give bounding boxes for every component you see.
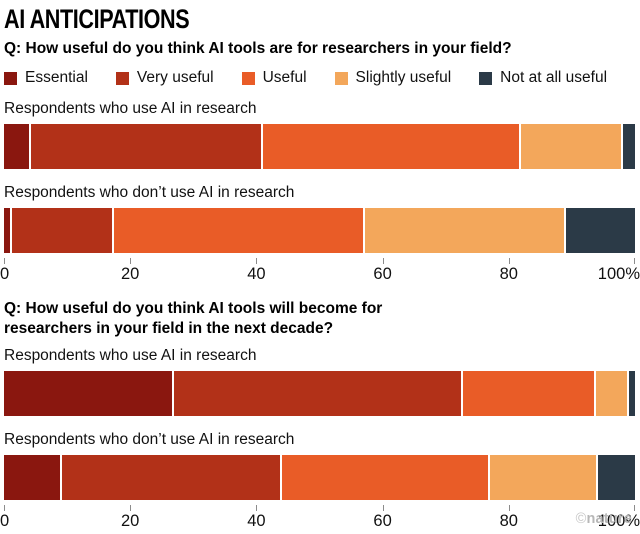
copyright-icon: © [575,511,587,527]
bar-segment-essential [4,124,29,170]
axis-tick-label: 100% [597,265,640,284]
legend-swatch-icon [4,71,17,85]
bar-segment-essential [4,371,173,417]
legend: Essential Very useful Useful Slightly usefu… [4,69,635,87]
axis-tick [256,258,258,265]
bar-segment-slightly-useful [595,371,627,417]
bar-segment-not-at-all-useful [597,455,635,501]
axis-tick [634,505,635,512]
x-axis: 0 20 40 60 80 100% [0,258,640,285]
nature-wordmark: nature [586,511,632,527]
axis-tick [130,258,132,265]
bar-segment-very-useful [62,455,281,501]
stacked-bar [4,455,635,501]
legend-swatch-icon [241,71,255,85]
axis-tick-label: 60 [373,512,392,531]
legend-item: Slightly useful [334,69,452,87]
axis-tick [508,505,510,512]
axis-tick-label: 20 [121,265,140,284]
stacked-bar [4,124,636,170]
bar-segment-not-at-all-useful [566,208,636,254]
chart-question: Q: How useful do you think AI tools are … [4,40,512,57]
legend-item: Useful [241,69,307,87]
axis-tick-label: 0 [0,265,10,284]
category-row: Respondents who use AI in research [4,347,635,417]
legend-item: Not at all useful [479,69,607,87]
bar-segment-very-useful [174,371,461,417]
axis-tick-label: 60 [373,265,392,284]
axis-tick [634,258,635,265]
category-label: Respondents who don’t use AI in research [4,184,295,202]
stacked-bar [4,371,635,417]
category-row: Respondents who use AI in research [4,100,636,170]
bar-segment-essential [4,455,61,501]
bar-segment-useful [263,124,519,170]
legend-swatch-icon [479,71,493,85]
category-row: Respondents who don’t use AI in research [4,431,635,501]
chart-q2-future-usefulness: Q: How useful do you think AI tools will… [0,299,640,532]
category-label: Respondents who don’t use AI in research [4,431,295,449]
category-row: Respondents who don’t use AI in research [4,184,636,254]
x-axis: 0 20 40 60 80 100% [0,505,640,532]
bar-segment-very-useful [30,124,262,170]
category-label: Respondents who use AI in research [4,100,257,118]
bar-segment-slightly-useful [365,208,565,254]
bar-segment-very-useful [12,208,112,254]
legend-label: Slightly useful [355,69,452,87]
category-label: Respondents who use AI in research [4,347,257,365]
axis-tick [382,505,384,512]
chart-q1-current-usefulness: Q: How useful do you think AI tools are … [0,39,640,285]
axis-tick [4,258,5,265]
bar-segment-useful [113,208,364,254]
bar-segment-essential [4,208,11,254]
legend-label: Essential [25,69,88,87]
axis-tick-label: 0 [0,512,10,531]
legend-label: Not at all useful [500,69,608,87]
legend-item: Essential [4,69,88,87]
axis-tick-label: 20 [121,512,140,531]
axis-tick-label: 40 [247,265,266,284]
axis-tick [508,258,510,265]
bar-segment-useful [462,371,594,417]
bar-segment-not-at-all-useful [628,371,635,417]
bar-segment-slightly-useful [489,455,596,501]
axis-tick-label: 80 [499,512,518,531]
page-title: AI ANTICIPATIONS [4,4,190,34]
axis-tick-label: 100% [597,512,640,531]
axis-tick [4,505,5,512]
legend-swatch-icon [334,71,348,85]
axis-tick [130,505,132,512]
legend-label: Useful [262,69,307,87]
nature-credit: ©nature [576,511,632,527]
bar-segment-useful [282,455,488,501]
axis-tick-label: 80 [499,265,518,284]
legend-swatch-icon [115,71,129,85]
bar-segment-slightly-useful [520,124,621,170]
axis-tick [382,258,384,265]
chart-rows: Respondents who use AI in research Respon… [4,100,636,254]
chart-question: Q: How useful do you think AI tools will… [4,300,383,337]
legend-label: Very useful [136,69,214,87]
chart-rows: Respondents who use AI in research Respon… [4,347,635,501]
axis-tick [256,505,258,512]
legend-item: Very useful [115,69,214,87]
bar-segment-not-at-all-useful [622,124,636,170]
stacked-bar [4,208,636,254]
axis-tick-label: 40 [247,512,266,531]
